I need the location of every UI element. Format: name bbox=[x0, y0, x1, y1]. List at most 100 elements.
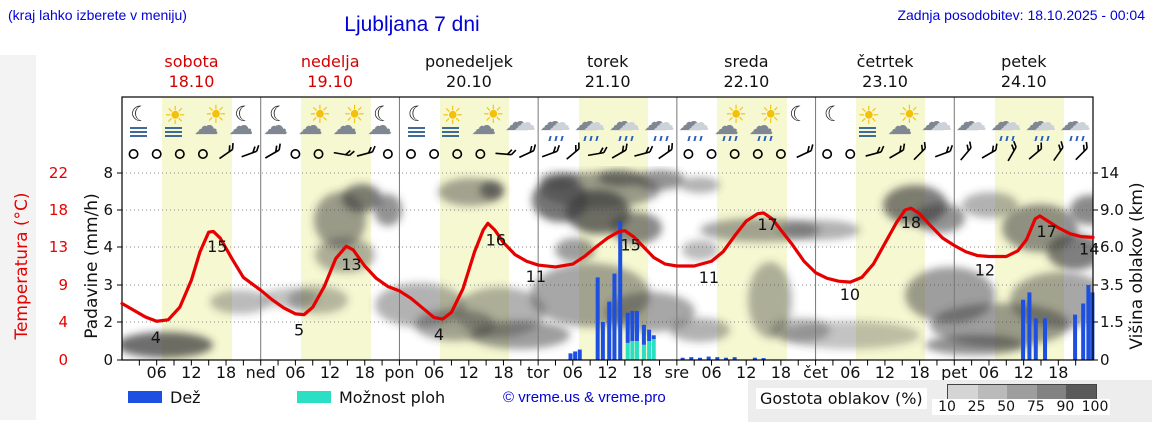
hour-label: 18 bbox=[770, 363, 792, 382]
cloud-density-scale-segment bbox=[948, 385, 978, 399]
hour-label: 18 bbox=[354, 363, 375, 382]
temp-tick-label: 18 bbox=[48, 201, 68, 219]
wind-barb-icon bbox=[1007, 140, 1017, 162]
hour-label: 12 bbox=[1013, 363, 1034, 382]
calm-wind-icon bbox=[475, 149, 486, 160]
hour-label: 06 bbox=[840, 363, 861, 382]
last-updated: Zadnja posodobitev: 18.10.2025 - 00:04 bbox=[897, 7, 1145, 23]
cloud-tick-label: 6.0 bbox=[1100, 238, 1124, 256]
cloud-density-scale-label: 100 bbox=[1080, 399, 1110, 415]
precip-tick-label: 0 bbox=[103, 351, 113, 369]
wind-barb-icon bbox=[1028, 142, 1043, 160]
cloud-density-scale-segment bbox=[1036, 385, 1067, 399]
cloud-density-scale-segment bbox=[977, 385, 1008, 399]
location-hint: (kraj lahko izberete v meniju) bbox=[8, 7, 187, 23]
temp-value-label: 13 bbox=[341, 255, 361, 274]
day-name: nedelja bbox=[300, 52, 360, 71]
cloud-density-scale-label: 10 bbox=[932, 399, 962, 415]
cloud-icon: ☁ ☁ bbox=[920, 107, 952, 136]
moon-fog-icon: ☾ bbox=[400, 103, 434, 141]
copyright-link[interactable]: © vreme.us & vreme.pro bbox=[503, 389, 666, 406]
precip-tick-label: 8 bbox=[103, 164, 113, 182]
left-margin-strip bbox=[0, 55, 36, 420]
moon-icon: ☾ bbox=[789, 102, 809, 126]
day-name: petek bbox=[1001, 52, 1047, 71]
cloud-tick-label: 1.5 bbox=[1100, 313, 1124, 331]
day-date: 23.10 bbox=[862, 72, 908, 91]
calm-wind-icon bbox=[151, 149, 162, 160]
cloud-rain-icon: ☁ ☁ bbox=[643, 103, 677, 141]
calm-wind-icon bbox=[174, 149, 185, 160]
day-header-sreda: sreda 22.10 bbox=[677, 52, 816, 92]
day-header-sobota: sobota 18.10 bbox=[122, 52, 261, 92]
sun-cloud-icon: ☀ ☁ bbox=[193, 100, 228, 140]
cloud-icon: ☁ ☁ bbox=[504, 107, 536, 136]
precip-tick-label: 6 bbox=[103, 201, 113, 219]
day-abbrev-label: ned bbox=[245, 363, 276, 382]
wind-barb-icon bbox=[658, 142, 674, 160]
day-abbrev-label: pon bbox=[384, 363, 415, 382]
temp-value-label: 16 bbox=[486, 230, 506, 249]
temp-value-label: 5 bbox=[294, 321, 304, 340]
showers-legend-label: Možnost ploh bbox=[339, 388, 446, 407]
temp-value-label: 4 bbox=[434, 325, 444, 344]
day-date: 21.10 bbox=[584, 72, 631, 91]
temp-tick-label: 22 bbox=[48, 164, 68, 182]
wind-barb-icon bbox=[634, 145, 654, 157]
cloud-tick-label: 14 bbox=[1100, 164, 1120, 182]
cloud-density-scale-label: 90 bbox=[1050, 399, 1081, 415]
hour-label: 12 bbox=[181, 363, 202, 382]
temp-value-label: 10 bbox=[840, 285, 860, 304]
temp-value-label: 17 bbox=[1036, 222, 1056, 241]
rain-legend-swatch bbox=[128, 391, 162, 403]
wind-barb-icon bbox=[960, 141, 972, 161]
daylight-band bbox=[162, 97, 232, 360]
calm-wind-icon bbox=[706, 149, 717, 160]
calm-wind-icon bbox=[452, 149, 463, 160]
cloud-rain-icon: ☁ ☁ bbox=[989, 103, 1023, 141]
wind-barb-icon bbox=[796, 144, 814, 159]
cloud-tick-label: 9.0 bbox=[1100, 201, 1124, 219]
day-abbrev-label: pet bbox=[941, 363, 968, 382]
cloud-density-scale-label: 50 bbox=[991, 399, 1022, 415]
day-name: ponedeljek bbox=[424, 52, 513, 71]
sun-cloud-icon: ☀ ☁ bbox=[887, 100, 921, 140]
day-name: sobota bbox=[164, 52, 219, 71]
wind-barb-icon bbox=[913, 141, 927, 161]
cloud-density-legend-title: Gostota oblakov (%) bbox=[756, 388, 927, 409]
hour-label: 18 bbox=[631, 363, 653, 382]
hour-label: 18 bbox=[1048, 363, 1069, 382]
temp-tick-label: 9 bbox=[58, 276, 68, 294]
precip-tick-label: 2 bbox=[103, 313, 113, 331]
precipitation-bars bbox=[568, 221, 1095, 360]
day-header-ponedeljek: ponedeljek 20.10 bbox=[399, 52, 538, 92]
cloud-rain-icon: ☁ ☁ bbox=[573, 103, 607, 141]
cloud-tick-label: 3.5 bbox=[1100, 276, 1124, 294]
calm-wind-icon bbox=[683, 149, 694, 160]
temp-value-label: 15 bbox=[620, 236, 640, 255]
temp-value-label: 4 bbox=[151, 328, 161, 347]
calm-wind-icon bbox=[822, 149, 833, 160]
cloud-density-scale-bar bbox=[947, 384, 1097, 400]
day-name: četrtek bbox=[856, 52, 914, 71]
sun-cloud-rain-icon: ☀ ☁ bbox=[748, 100, 782, 141]
hour-label: 06 bbox=[146, 363, 167, 382]
page-title: Ljubljana 7 dni bbox=[344, 13, 480, 36]
hour-label: 12 bbox=[458, 363, 479, 382]
hour-label: 06 bbox=[285, 363, 306, 382]
calm-wind-icon bbox=[845, 149, 856, 160]
legend-row: Dež Možnost ploh © vreme.us & vreme.pro … bbox=[0, 380, 1152, 428]
sun-cloud-rain-icon: ☀ ☁ bbox=[713, 100, 748, 141]
calm-wind-icon bbox=[429, 149, 440, 160]
moon-cloud-icon: ☾ ☁ bbox=[263, 102, 289, 140]
wind-barb-icon bbox=[219, 142, 234, 160]
moon-cloud-icon: ☾ ☁ bbox=[367, 102, 393, 140]
moon-fog-icon: ☾ bbox=[122, 103, 156, 141]
wind-barb-icon bbox=[333, 149, 355, 157]
wind-barb-icon bbox=[495, 149, 517, 156]
cloud-density-scale-segment bbox=[1066, 385, 1096, 399]
temperature-curve bbox=[120, 206, 1095, 323]
hour-label: 12 bbox=[874, 363, 896, 382]
temp-value-label: 15 bbox=[207, 237, 227, 256]
